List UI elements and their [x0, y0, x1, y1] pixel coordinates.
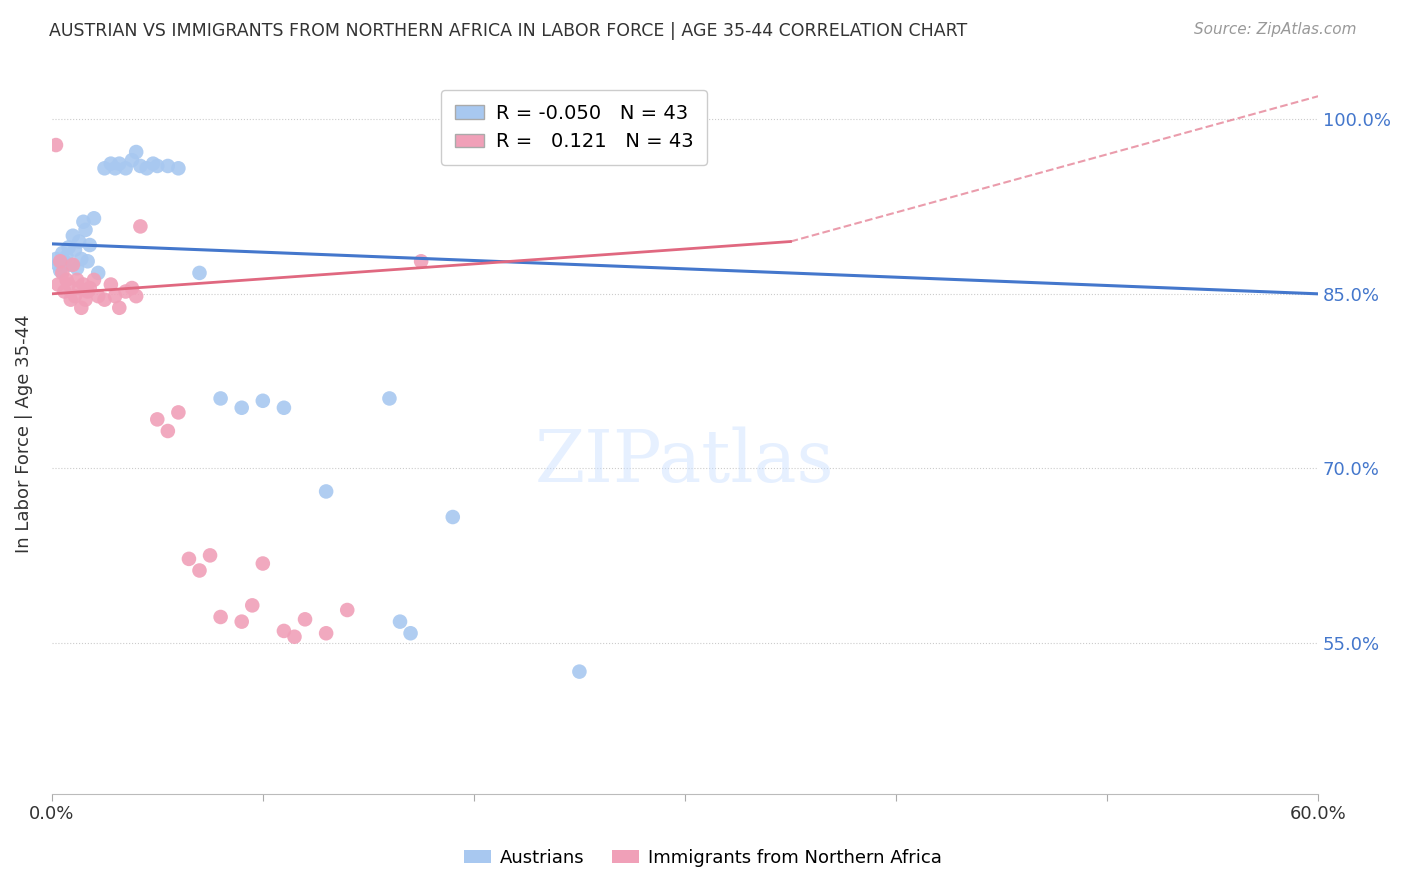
Point	[399, 626, 422, 640]
Point	[441, 510, 464, 524]
Point	[51, 246, 73, 260]
Text: AUSTRIAN VS IMMIGRANTS FROM NORTHERN AFRICA IN LABOR FORCE | AGE 35-44 CORRELATI: AUSTRIAN VS IMMIGRANTS FROM NORTHERN AFR…	[49, 22, 967, 40]
Point	[273, 624, 295, 638]
Point	[104, 161, 127, 176]
Point	[45, 252, 67, 266]
Point	[49, 263, 72, 277]
Point	[294, 612, 316, 626]
Point	[83, 273, 105, 287]
Point	[63, 289, 86, 303]
Point	[46, 277, 69, 292]
Point	[209, 610, 232, 624]
Point	[45, 138, 67, 153]
Point	[121, 153, 143, 168]
Point	[283, 630, 305, 644]
Point	[59, 293, 82, 307]
Legend: Austrians, Immigrants from Northern Africa: Austrians, Immigrants from Northern Afri…	[457, 842, 949, 874]
Point	[75, 293, 97, 307]
Point	[108, 301, 131, 315]
Point	[70, 252, 93, 266]
Point	[188, 266, 211, 280]
Point	[53, 285, 76, 299]
Text: Source: ZipAtlas.com: Source: ZipAtlas.com	[1194, 22, 1357, 37]
Point	[125, 289, 148, 303]
Point	[411, 254, 433, 268]
Point	[129, 219, 152, 234]
Point	[231, 615, 253, 629]
Point	[76, 285, 98, 299]
Point	[188, 564, 211, 578]
Point	[315, 626, 337, 640]
Point	[100, 277, 122, 292]
Point	[146, 159, 169, 173]
Point	[66, 261, 89, 276]
Point	[129, 159, 152, 173]
Point	[315, 484, 337, 499]
Point	[125, 145, 148, 159]
Point	[167, 161, 190, 176]
Point	[53, 254, 76, 268]
Point	[79, 238, 101, 252]
Point	[252, 393, 274, 408]
Point	[70, 301, 93, 315]
Point	[58, 277, 80, 292]
Point	[252, 557, 274, 571]
Point	[156, 424, 179, 438]
Point	[55, 250, 77, 264]
Point	[114, 161, 136, 176]
Point	[104, 289, 127, 303]
Point	[93, 161, 115, 176]
Point	[55, 273, 77, 287]
Point	[76, 254, 98, 268]
Point	[67, 235, 90, 249]
Point	[87, 266, 110, 280]
Y-axis label: In Labor Force | Age 35-44: In Labor Force | Age 35-44	[15, 314, 32, 553]
Point	[240, 599, 263, 613]
Point	[72, 277, 94, 292]
Point	[79, 281, 101, 295]
Point	[108, 156, 131, 170]
Point	[62, 258, 84, 272]
Point	[388, 615, 411, 629]
Point	[568, 665, 591, 679]
Point	[135, 161, 157, 176]
Point	[51, 266, 73, 280]
Point	[93, 293, 115, 307]
Point	[336, 603, 359, 617]
Point	[59, 258, 82, 272]
Point	[87, 289, 110, 303]
Point	[75, 223, 97, 237]
Point	[83, 211, 105, 226]
Point	[67, 281, 90, 295]
Point	[72, 215, 94, 229]
Point	[62, 228, 84, 243]
Point	[378, 392, 401, 406]
Point	[114, 285, 136, 299]
Point	[209, 392, 232, 406]
Point	[273, 401, 295, 415]
Point	[231, 401, 253, 415]
Point	[66, 273, 89, 287]
Text: ZIPatlas: ZIPatlas	[536, 427, 835, 498]
Point	[177, 552, 200, 566]
Legend: R = -0.050   N = 43, R =   0.121   N = 43: R = -0.050 N = 43, R = 0.121 N = 43	[441, 90, 707, 165]
Point	[100, 156, 122, 170]
Point	[63, 243, 86, 257]
Point	[146, 412, 169, 426]
Point	[121, 281, 143, 295]
Point	[198, 549, 221, 563]
Point	[49, 254, 72, 268]
Point	[167, 405, 190, 419]
Point	[156, 159, 179, 173]
Point	[142, 156, 165, 170]
Point	[46, 258, 69, 272]
Point	[58, 240, 80, 254]
